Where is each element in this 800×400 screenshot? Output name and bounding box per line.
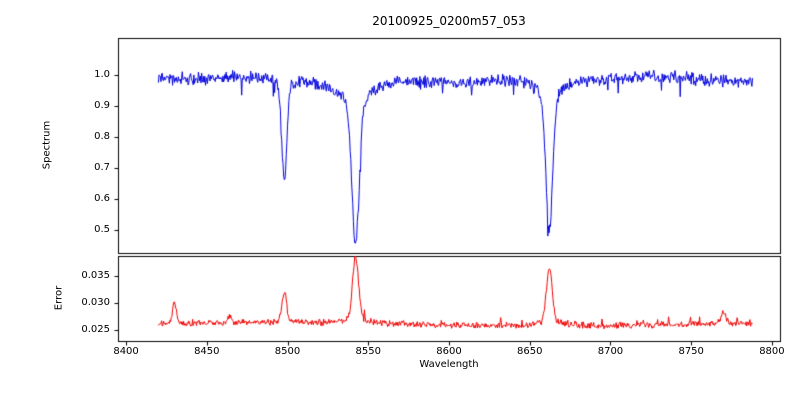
error-y-tick-label: 0.035: [81, 270, 110, 282]
chart-title: 20100925_0200m57_053: [372, 14, 526, 28]
x-tick-label: 8650: [516, 346, 543, 357]
spectrum-y-axis-label: Spectrum: [41, 120, 53, 170]
error-y-tick-label: 0.025: [81, 324, 110, 336]
x-tick-label: 8550: [355, 346, 381, 357]
x-tick-label: 8700: [597, 346, 624, 357]
spectrum-y-tick-label: 0.9: [94, 100, 110, 112]
x-axis-label: Wavelength: [419, 359, 479, 370]
x-tick-label: 8800: [759, 346, 785, 357]
error-y-tick-label: 0.030: [81, 297, 110, 309]
spectrum-y-tick-label: 0.6: [94, 192, 110, 204]
x-tick-label: 8450: [194, 346, 220, 357]
x-tick-label: 8400: [113, 346, 139, 357]
spectrum-y-tick-label: 0.8: [94, 130, 110, 142]
spectrum-y-tick-label: 0.5: [94, 223, 110, 235]
spectrum-y-tick-label: 1.0: [94, 69, 110, 81]
x-tick-label: 8500: [274, 346, 301, 357]
x-tick-label: 8750: [678, 346, 704, 357]
spectrum-y-tick-label: 0.7: [94, 161, 110, 173]
x-tick-label: 8600: [436, 346, 462, 357]
